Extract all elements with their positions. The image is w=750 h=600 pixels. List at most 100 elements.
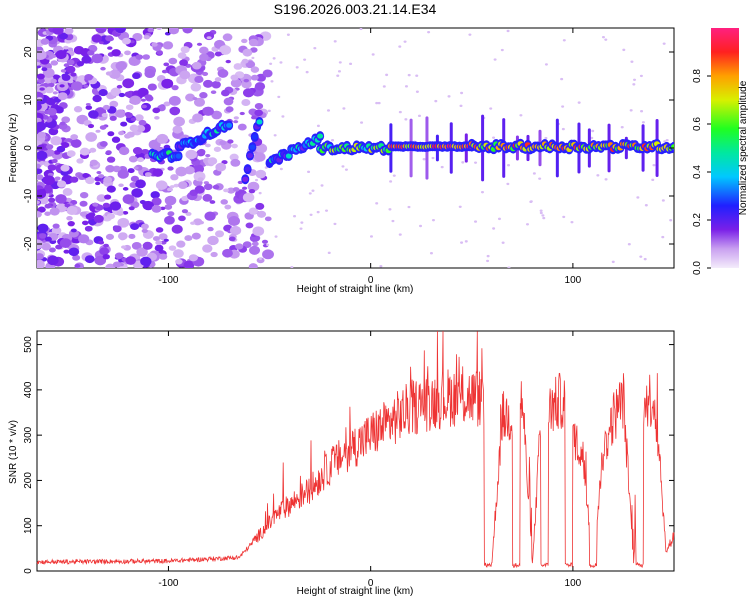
noise-blob — [262, 249, 274, 260]
noise-blob — [115, 61, 127, 71]
noise-blob — [273, 134, 277, 137]
noise-blob — [130, 223, 140, 231]
noise-blob — [632, 83, 636, 86]
noise-blob — [92, 94, 102, 103]
noise-blob — [122, 37, 131, 45]
noise-blob — [215, 162, 227, 172]
noise-blob — [154, 244, 164, 252]
noise-blob — [50, 60, 59, 66]
noise-blob — [544, 136, 548, 140]
noise-blob — [114, 28, 127, 34]
noise-blob — [103, 176, 113, 184]
noise-blob — [47, 82, 55, 88]
noise-blob — [192, 164, 205, 174]
noise-blob — [243, 78, 250, 83]
noise-blob — [141, 104, 147, 109]
noise-blob — [150, 191, 160, 199]
noise-blob — [561, 105, 565, 108]
noise-blob — [41, 67, 48, 72]
noise-blob — [192, 96, 198, 101]
noise-blob — [67, 220, 75, 227]
noise-blob — [427, 30, 431, 34]
noise-blob — [79, 200, 88, 207]
noise-blob — [37, 174, 44, 180]
noise-blob — [85, 102, 91, 106]
noise-blob — [52, 223, 60, 229]
x-tick-label: 100 — [565, 275, 582, 286]
noise-blob — [66, 59, 75, 66]
noise-blob — [327, 251, 331, 255]
noise-blob — [142, 54, 151, 60]
noise-blob — [316, 124, 320, 128]
noise-blob — [147, 28, 155, 33]
noise-blob — [85, 105, 93, 110]
noise-blob — [224, 204, 232, 210]
noise-blob — [131, 188, 143, 198]
noise-blob — [251, 115, 257, 120]
noise-blob — [344, 168, 348, 171]
noise-blob — [87, 123, 95, 129]
noise-blob — [331, 139, 335, 142]
noise-blob — [375, 101, 379, 105]
noise-blob — [40, 38, 50, 45]
noise-blob — [178, 181, 188, 189]
noise-blob — [95, 181, 101, 186]
ridge-core — [256, 119, 263, 125]
noise-blob — [375, 202, 379, 205]
noise-blob — [139, 200, 146, 205]
noise-blob — [41, 243, 51, 251]
noise-blob — [50, 78, 57, 84]
noise-blob — [37, 50, 47, 61]
noise-blob — [98, 240, 105, 245]
noise-blob — [84, 225, 93, 232]
noise-blob — [37, 102, 42, 111]
noise-blob — [500, 48, 504, 52]
noise-blob — [106, 185, 116, 193]
noise-blob — [233, 116, 239, 120]
noise-blob — [152, 107, 161, 114]
noise-blob — [140, 98, 146, 102]
noise-blob — [250, 74, 259, 81]
noise-blob — [51, 226, 62, 235]
noise-blob — [228, 236, 236, 242]
noise-blob — [158, 233, 168, 241]
noise-blob — [661, 235, 665, 239]
noise-blob — [82, 173, 90, 178]
colorbar: 0.0 0.2 0.4 0.6 0.8 Normalized spectral ampl… — [692, 28, 749, 275]
noise-blob — [130, 175, 140, 182]
noise-blob — [182, 28, 193, 34]
noise-blob — [112, 225, 122, 233]
noise-blob — [104, 194, 112, 200]
noise-blob — [96, 194, 107, 202]
noise-blob — [175, 166, 188, 177]
noise-blob — [233, 120, 239, 124]
noise-blob — [47, 164, 57, 171]
noise-blob — [203, 181, 209, 185]
noise-blob — [630, 60, 634, 63]
noise-blob — [190, 82, 202, 92]
snr-series-line — [36, 330, 675, 569]
y-tick-label: 300 — [23, 426, 34, 443]
noise-blob — [497, 217, 501, 221]
noise-blob — [81, 55, 92, 64]
noise-blob — [270, 80, 274, 83]
noise-blob — [213, 146, 222, 152]
noise-blob — [151, 42, 158, 47]
noise-blob — [258, 257, 262, 261]
spectrogram-xlabel: Height of straight line (km) — [297, 284, 414, 295]
noise-blob — [460, 91, 464, 95]
noise-blob — [169, 106, 181, 116]
noise-blob — [173, 116, 185, 127]
noise-blob — [60, 164, 70, 172]
noise-blob — [37, 61, 41, 66]
noise-blob — [117, 217, 130, 228]
chart-title: S196.2026.003.21.14.E34 — [274, 1, 437, 17]
noise-blob — [429, 252, 433, 255]
noise-blob — [37, 211, 42, 218]
noise-blob — [222, 33, 233, 42]
noise-blob — [210, 90, 217, 94]
noise-blob — [59, 121, 66, 126]
noise-blob — [56, 145, 66, 153]
noise-blob — [128, 206, 135, 211]
noise-blob — [98, 41, 104, 45]
